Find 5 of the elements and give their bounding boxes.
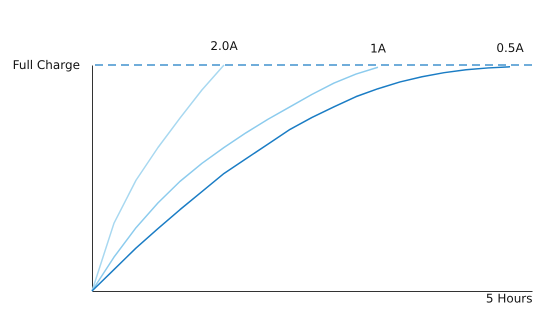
series-label: 0.5A	[496, 40, 524, 55]
series-label: 1A	[370, 41, 387, 56]
series-label: 2.0A	[210, 39, 238, 53]
x-axis-title: 5 Hours	[486, 292, 532, 306]
ref-line-label: Full Charge	[12, 58, 80, 72]
